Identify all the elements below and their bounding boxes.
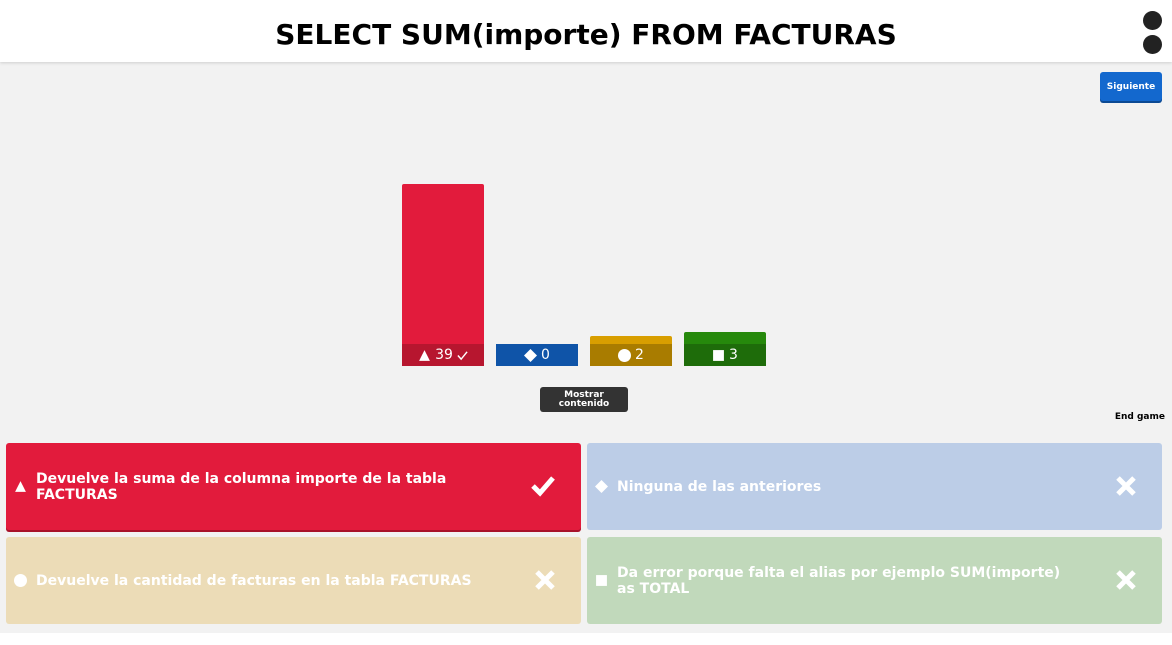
bar-value: 2 — [635, 347, 644, 363]
shape-icon — [595, 480, 608, 493]
wrong-icon — [1116, 476, 1136, 496]
bar-value: 39 — [435, 347, 453, 363]
bar — [402, 184, 484, 366]
sound-button[interactable] — [1143, 35, 1162, 54]
shape-icon — [524, 348, 538, 362]
shape-icon — [713, 349, 724, 361]
bar-label: 3 — [684, 344, 766, 366]
answer-card: Devuelve la suma de la columna importe d… — [6, 443, 581, 530]
bar-value: 0 — [541, 347, 550, 363]
answer-text: Ninguna de las anteriores — [617, 443, 1077, 530]
check-icon — [457, 350, 468, 360]
answer-card: Ninguna de las anteriores — [587, 443, 1162, 530]
wrong-icon — [1116, 570, 1136, 590]
answer-shape — [595, 574, 608, 591]
correct-icon — [531, 476, 555, 497]
answer-shape — [595, 480, 608, 497]
bar-label: 2 — [590, 344, 672, 366]
answer-label: Ninguna de las anteriores — [617, 478, 822, 495]
answer-label: Devuelve la cantidad de facturas en la t… — [36, 572, 472, 589]
next-button[interactable]: Siguiente — [1100, 72, 1162, 101]
question-title: SELECT SUM(importe) FROM FACTURAS — [275, 18, 897, 51]
footer — [0, 633, 1172, 645]
answer-card: Devuelve la cantidad de facturas en la t… — [6, 537, 581, 624]
shape-icon — [419, 349, 430, 361]
show-content-button[interactable]: Mostrar contenido — [540, 387, 628, 412]
answer-text: Devuelve la cantidad de facturas en la t… — [36, 537, 496, 624]
bar-label: 0 — [496, 344, 578, 366]
answer-shape — [14, 480, 27, 497]
answer-shape — [14, 574, 27, 591]
header — [0, 0, 1172, 62]
shape-icon — [14, 574, 27, 587]
answer-card: Da error porque falta el alias por ejemp… — [587, 537, 1162, 624]
wrong-icon — [535, 570, 555, 590]
end-game-link[interactable]: End game — [1114, 412, 1165, 422]
bar-value: 3 — [729, 347, 738, 363]
shape-icon — [15, 481, 26, 492]
fullscreen-button[interactable] — [1143, 11, 1162, 30]
answer-text: Devuelve la suma de la columna importe d… — [36, 443, 496, 530]
answer-text: Da error porque falta el alias por ejemp… — [617, 537, 1077, 624]
answer-label: Da error porque falta el alias por ejemp… — [617, 564, 1061, 597]
answer-label: Devuelve la suma de la columna importe d… — [36, 470, 447, 503]
bar-label: 39 — [402, 344, 484, 366]
shape-icon — [596, 575, 607, 586]
shape-icon — [618, 348, 632, 362]
